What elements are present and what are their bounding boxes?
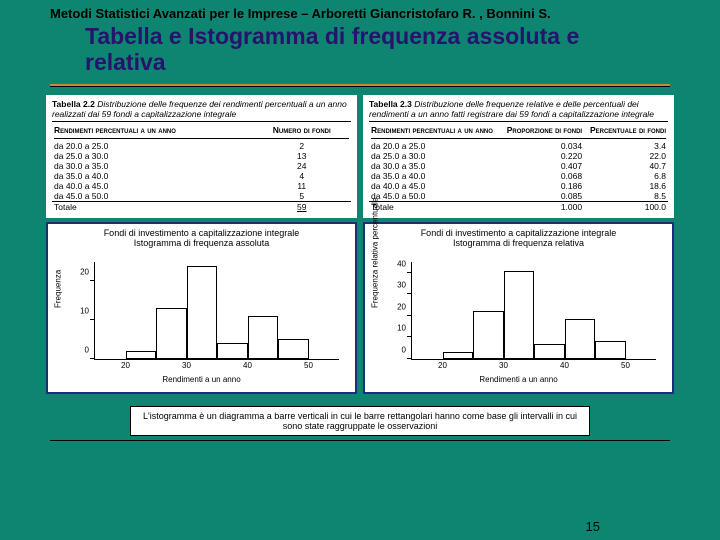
charts-row: Fondi di investimento a capitalizzazione… [0, 220, 720, 396]
table-cell: da 20.0 a 25.0 [52, 141, 252, 151]
table-cell: 0.186 [501, 181, 584, 191]
table-cell: 3.4 [584, 141, 668, 151]
histogram-relative: Fondi di investimento a capitalizzazione… [363, 222, 674, 394]
table-cell: da 25.0 a 30.0 [369, 151, 501, 161]
x-axis-label: Rendimenti a un anno [52, 375, 351, 384]
table-cell: 6.8 [584, 171, 668, 181]
table-2-3: Tabella 2.3 Distribuzione delle frequenz… [363, 95, 674, 218]
table-subtitle: Distribuzione delle frequenze dei rendim… [52, 99, 347, 119]
course-header: Metodi Statistici Avanzati per le Impres… [0, 0, 720, 23]
table-cell: 2 [252, 141, 351, 151]
table-cell: 5 [252, 191, 351, 202]
x-tick-label: 50 [621, 359, 630, 370]
histogram-bar [504, 271, 535, 359]
table-2-2: Tabella 2.2 Distribuzione delle frequenz… [46, 95, 357, 218]
histogram-bar [248, 316, 279, 359]
y-tick-label: 10 [397, 324, 412, 333]
table-cell: da 45.0 a 50.0 [369, 191, 501, 202]
col-header: Rendimenti percentuali a un anno [52, 124, 252, 136]
table-cell: 0.034 [501, 141, 584, 151]
col-header: Numero di fondi [252, 124, 351, 136]
histogram-absolute: Fondi di investimento a capitalizzazione… [46, 222, 357, 394]
table-cell: da 35.0 a 40.0 [369, 171, 501, 181]
histogram-bar [217, 343, 248, 359]
x-tick-label: 30 [499, 359, 508, 370]
table-cell: da 20.0 a 25.0 [369, 141, 501, 151]
table-cell: 8.5 [584, 191, 668, 202]
table-cell: da 45.0 a 50.0 [52, 191, 252, 202]
definition-note: L'istogramma è un diagramma a barre vert… [130, 406, 590, 436]
page-number: 15 [586, 519, 600, 534]
table-cell: 13 [252, 151, 351, 161]
title-rule [50, 84, 670, 87]
x-tick-label: 20 [438, 359, 447, 370]
page-title: Tabella e Istogramma di frequenza assolu… [0, 23, 720, 80]
table-cell: 0.407 [501, 161, 584, 171]
table-cell: 24 [252, 161, 351, 171]
y-tick-label: 20 [80, 268, 95, 277]
col-header: Rendimenti percentuali a un anno [369, 124, 501, 136]
table-cell: 0.220 [501, 151, 584, 161]
table-cell: 22.0 [584, 151, 668, 161]
histogram-bar [595, 341, 626, 359]
total-value: 59 [252, 201, 351, 212]
table-label: Tabella 2.3 [369, 99, 412, 109]
histogram-bar [565, 319, 596, 359]
table-cell: 40.7 [584, 161, 668, 171]
table-cell: 4 [252, 171, 351, 181]
table-cell: 11 [252, 181, 351, 191]
x-tick-label: 30 [182, 359, 191, 370]
histogram-bar [534, 344, 565, 359]
y-tick-label: 40 [397, 259, 412, 268]
plot-area: 01020304020304050 [411, 262, 656, 360]
histogram-bar [473, 311, 504, 358]
col-header: Percentuale di fondi [584, 124, 668, 136]
histogram-bar [278, 339, 309, 358]
x-tick-label: 20 [121, 359, 130, 370]
plot-area: 0102020304050 [94, 262, 339, 360]
y-tick-label: 0 [402, 345, 412, 354]
table-cell: da 30.0 a 35.0 [52, 161, 252, 171]
histogram-bar [187, 266, 218, 359]
histogram-bar [443, 352, 474, 359]
histogram-bar [156, 308, 187, 358]
table-cell: da 35.0 a 40.0 [52, 171, 252, 181]
y-axis-label: Frequenza [54, 270, 63, 308]
table-cell: 0.085 [501, 191, 584, 202]
table-cell: da 30.0 a 35.0 [369, 161, 501, 171]
total-value: 100.0 [584, 201, 668, 212]
chart-title: Fondi di investimento a capitalizzazione… [52, 228, 351, 238]
y-axis-label: Frequenza relativa percentuale [371, 198, 380, 308]
y-tick-label: 10 [80, 307, 95, 316]
footer-rule [50, 440, 670, 441]
x-tick-label: 40 [560, 359, 569, 370]
y-tick-label: 0 [85, 345, 95, 354]
histogram-bar [126, 351, 157, 359]
table-cell: da 40.0 a 45.0 [369, 181, 501, 191]
table-cell: 18.6 [584, 181, 668, 191]
chart-title: Fondi di investimento a capitalizzazione… [369, 228, 668, 238]
table-cell: 0.068 [501, 171, 584, 181]
table-label: Tabella 2.2 [52, 99, 95, 109]
col-header: Proporzione di fondi [501, 124, 584, 136]
total-label: Totale [369, 201, 501, 212]
total-value: 1.000 [501, 201, 584, 212]
chart-subtitle: Istogramma di frequenza assoluta [52, 238, 351, 248]
x-tick-label: 40 [243, 359, 252, 370]
table-cell: da 40.0 a 45.0 [52, 181, 252, 191]
table-cell: da 25.0 a 30.0 [52, 151, 252, 161]
x-tick-label: 50 [304, 359, 313, 370]
y-tick-label: 30 [397, 281, 412, 290]
y-tick-label: 20 [397, 302, 412, 311]
x-axis-label: Rendimenti a un anno [369, 375, 668, 384]
chart-subtitle: Istogramma di frequenza relativa [369, 238, 668, 248]
table-subtitle: Distribuzione delle frequenze relative e… [369, 99, 654, 119]
total-label: Totale [52, 201, 252, 212]
tables-row: Tabella 2.2 Distribuzione delle frequenz… [0, 93, 720, 220]
